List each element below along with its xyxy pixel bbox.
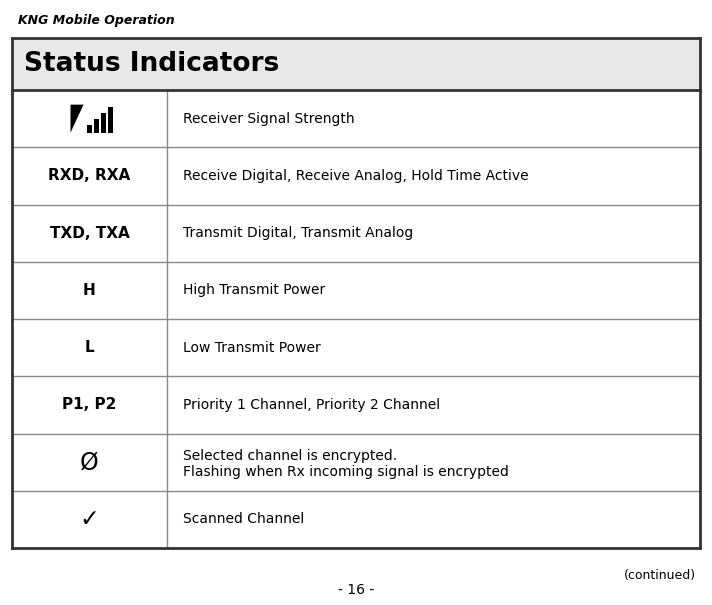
Text: RXD, RXA: RXD, RXA (48, 168, 130, 183)
Text: H: H (83, 283, 96, 298)
Text: Status Indicators: Status Indicators (24, 51, 279, 77)
Polygon shape (70, 105, 83, 132)
Bar (93, 119, 98, 132)
Text: Receiver Signal Strength: Receiver Signal Strength (183, 112, 355, 126)
Text: Flashing when Rx incoming signal is encrypted: Flashing when Rx incoming signal is encr… (183, 465, 509, 479)
Text: TXD, TXA: TXD, TXA (50, 226, 130, 241)
Text: Scanned Channel: Scanned Channel (183, 512, 304, 526)
Text: (continued): (continued) (624, 569, 696, 581)
Bar (100, 113, 105, 132)
Text: - 16 -: - 16 - (338, 583, 374, 597)
Bar (12, 38, 700, 90)
Bar (108, 106, 112, 132)
Bar (86, 125, 92, 132)
Text: Transmit Digital, Transmit Analog: Transmit Digital, Transmit Analog (183, 226, 413, 240)
Text: KNG Mobile Operation: KNG Mobile Operation (18, 14, 174, 27)
Text: L: L (85, 340, 94, 355)
Text: Low Transmit Power: Low Transmit Power (183, 341, 320, 355)
Text: ✓: ✓ (80, 508, 100, 531)
Text: Selected channel is encrypted.: Selected channel is encrypted. (183, 449, 397, 463)
Text: Ø: Ø (80, 450, 99, 474)
Text: Priority 1 Channel, Priority 2 Channel: Priority 1 Channel, Priority 2 Channel (183, 398, 440, 412)
Text: High Transmit Power: High Transmit Power (183, 283, 325, 298)
Text: Receive Digital, Receive Analog, Hold Time Active: Receive Digital, Receive Analog, Hold Ti… (183, 169, 528, 183)
Text: P1, P2: P1, P2 (63, 397, 117, 413)
